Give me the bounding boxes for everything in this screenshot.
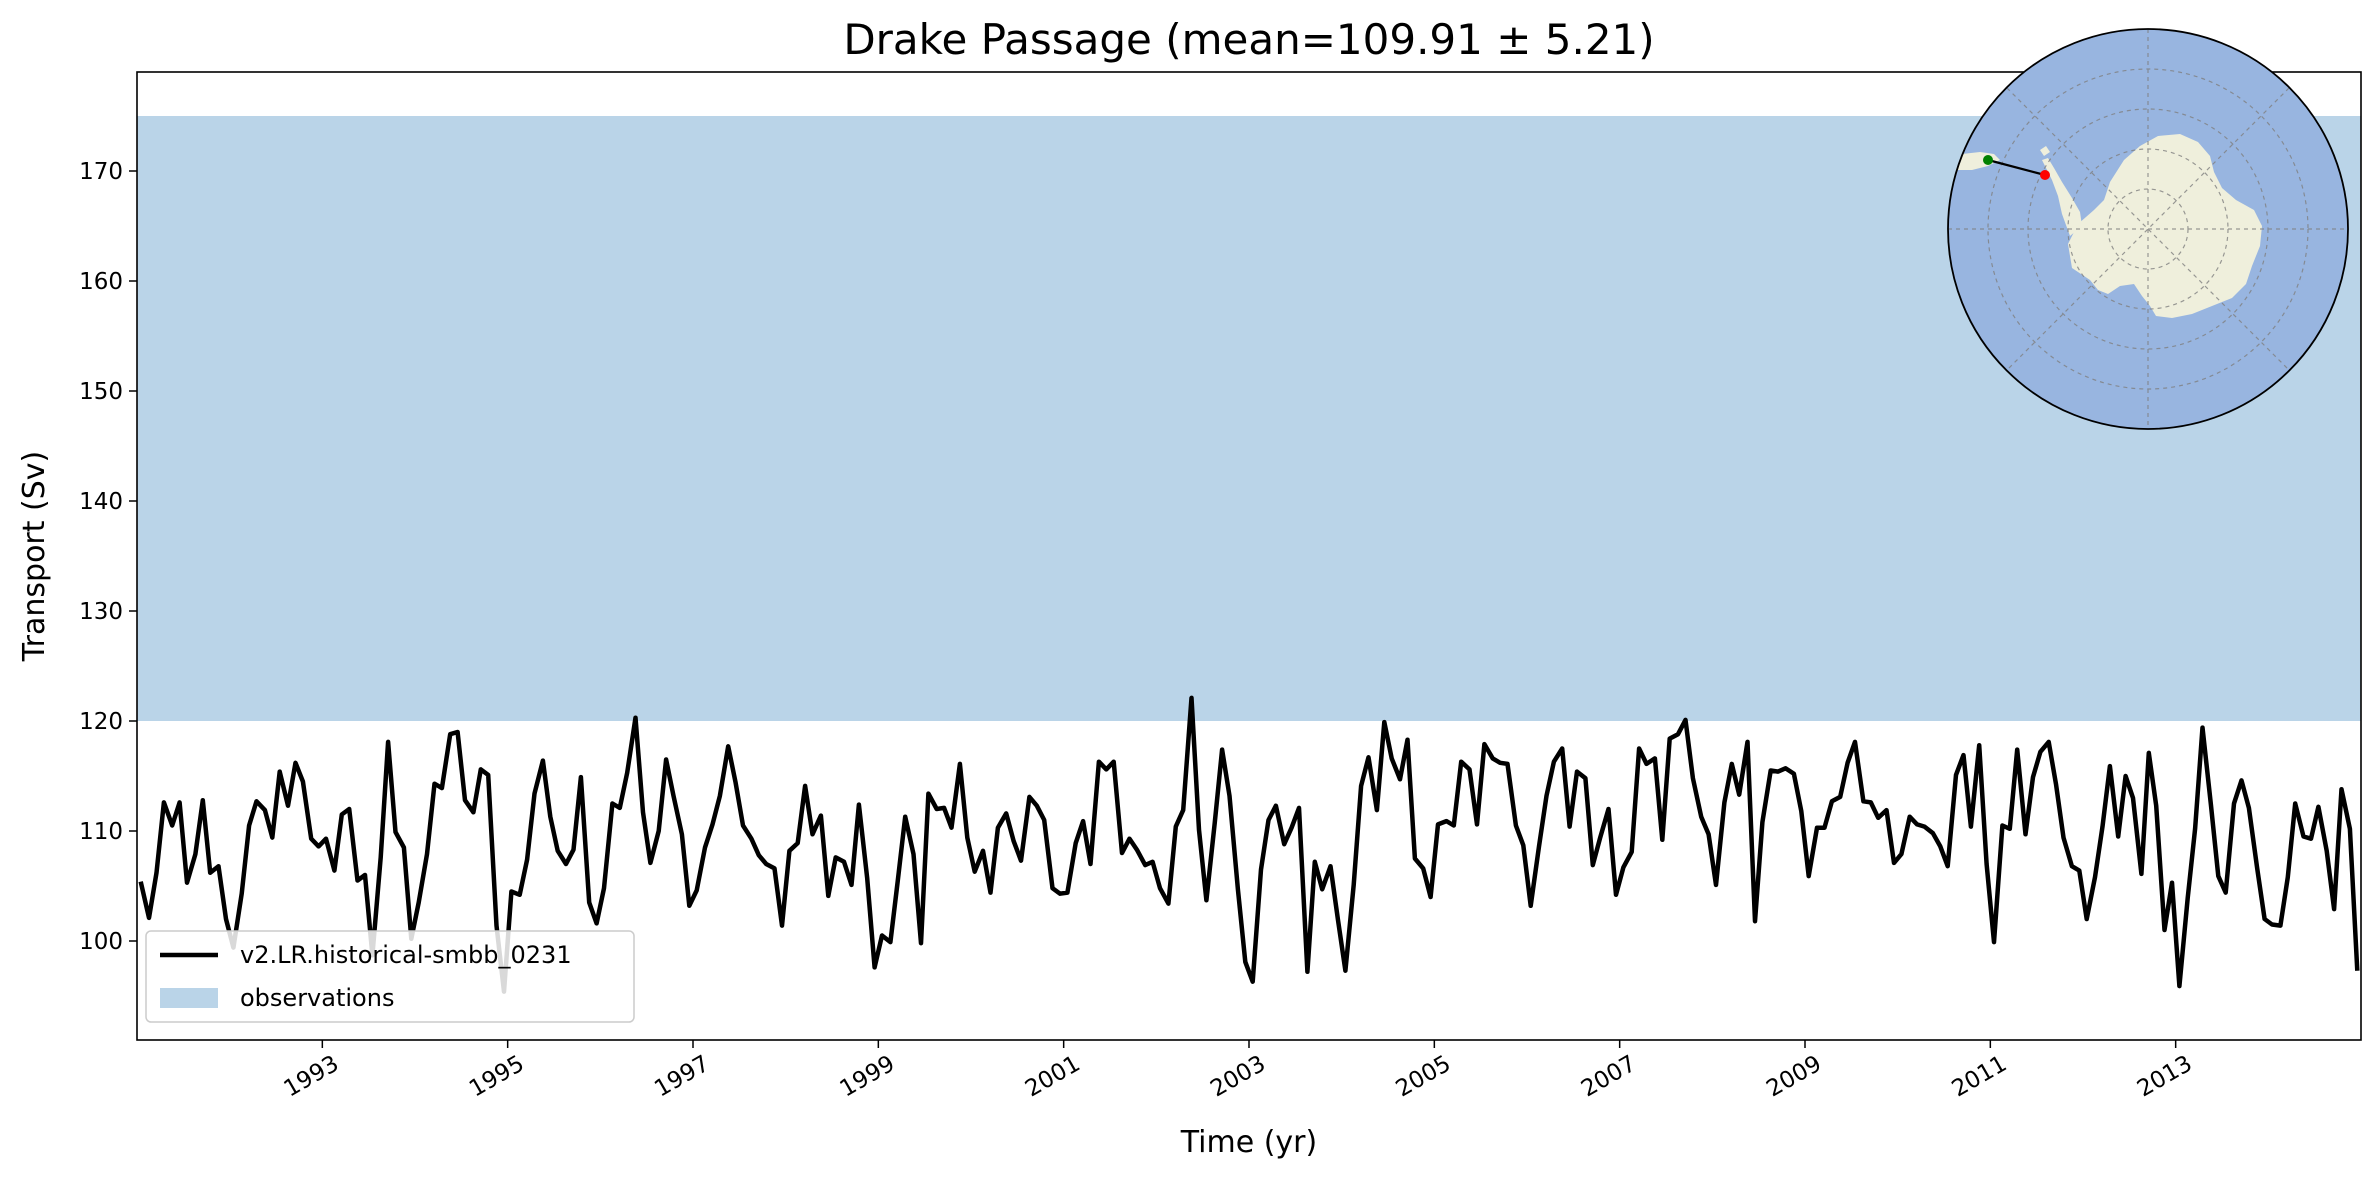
section-start-marker <box>1983 155 1993 165</box>
x-tick-label: 2011 <box>1948 1051 2012 1103</box>
x-tick-label: 2009 <box>1762 1051 1826 1103</box>
x-tick-label: 1999 <box>836 1051 900 1103</box>
x-tick-label: 2001 <box>1021 1051 1085 1103</box>
y-tick-label: 110 <box>79 819 123 845</box>
section-line <box>1987 158 2046 177</box>
x-tick-label: 2007 <box>1577 1051 1641 1103</box>
legend-label-observations: observations <box>240 984 394 1012</box>
y-tick-label: 100 <box>79 929 123 955</box>
section-end-marker <box>2040 170 2050 180</box>
y-tick-label: 150 <box>79 379 123 405</box>
x-axis-ticks: 1993 1995 1997 1999 2001 2003 2005 2007 2009 2011… <box>280 1040 2197 1102</box>
x-axis-label: Time (yr) <box>1180 1125 1317 1160</box>
legend: v2.LR.historical-smbb_0231 observations <box>145 930 635 1023</box>
y-tick-label: 160 <box>79 269 123 295</box>
series-group <box>138 695 2360 994</box>
x-tick-label: 1997 <box>650 1051 714 1103</box>
y-tick-label: 120 <box>79 709 123 735</box>
inset-map-border <box>1947 28 2349 430</box>
x-tick-label: 2003 <box>1206 1051 1270 1103</box>
graticule-meridian <box>2006 87 2290 371</box>
y-tick-label: 170 <box>79 159 123 185</box>
legend-swatch-observations <box>160 988 218 1008</box>
legend-label-model: v2.LR.historical-smbb_0231 <box>240 941 572 969</box>
x-tick-label: 2013 <box>2133 1051 2197 1103</box>
antarctica-landmass <box>2068 134 2262 318</box>
graticule-meridian <box>2006 87 2290 371</box>
y-tick-label: 130 <box>79 599 123 625</box>
x-tick-label: 1995 <box>465 1051 529 1103</box>
series-line-0 <box>138 695 2360 994</box>
x-tick-label: 1993 <box>280 1051 344 1103</box>
y-tick-label: 140 <box>79 489 123 515</box>
y-axis-label: Transport (Sv) <box>17 451 52 663</box>
x-tick-label: 2005 <box>1392 1051 1456 1103</box>
south-america-island <box>2040 146 2050 156</box>
chart-title: Drake Passage (mean=109.91 ± 5.21) <box>843 15 1654 64</box>
y-axis-ticks: 100 110 120 130 140 150 160 170 <box>79 159 137 955</box>
legend-box <box>145 930 635 1023</box>
inset-map <box>1947 28 2349 430</box>
antarctic-peninsula <box>2042 158 2082 236</box>
